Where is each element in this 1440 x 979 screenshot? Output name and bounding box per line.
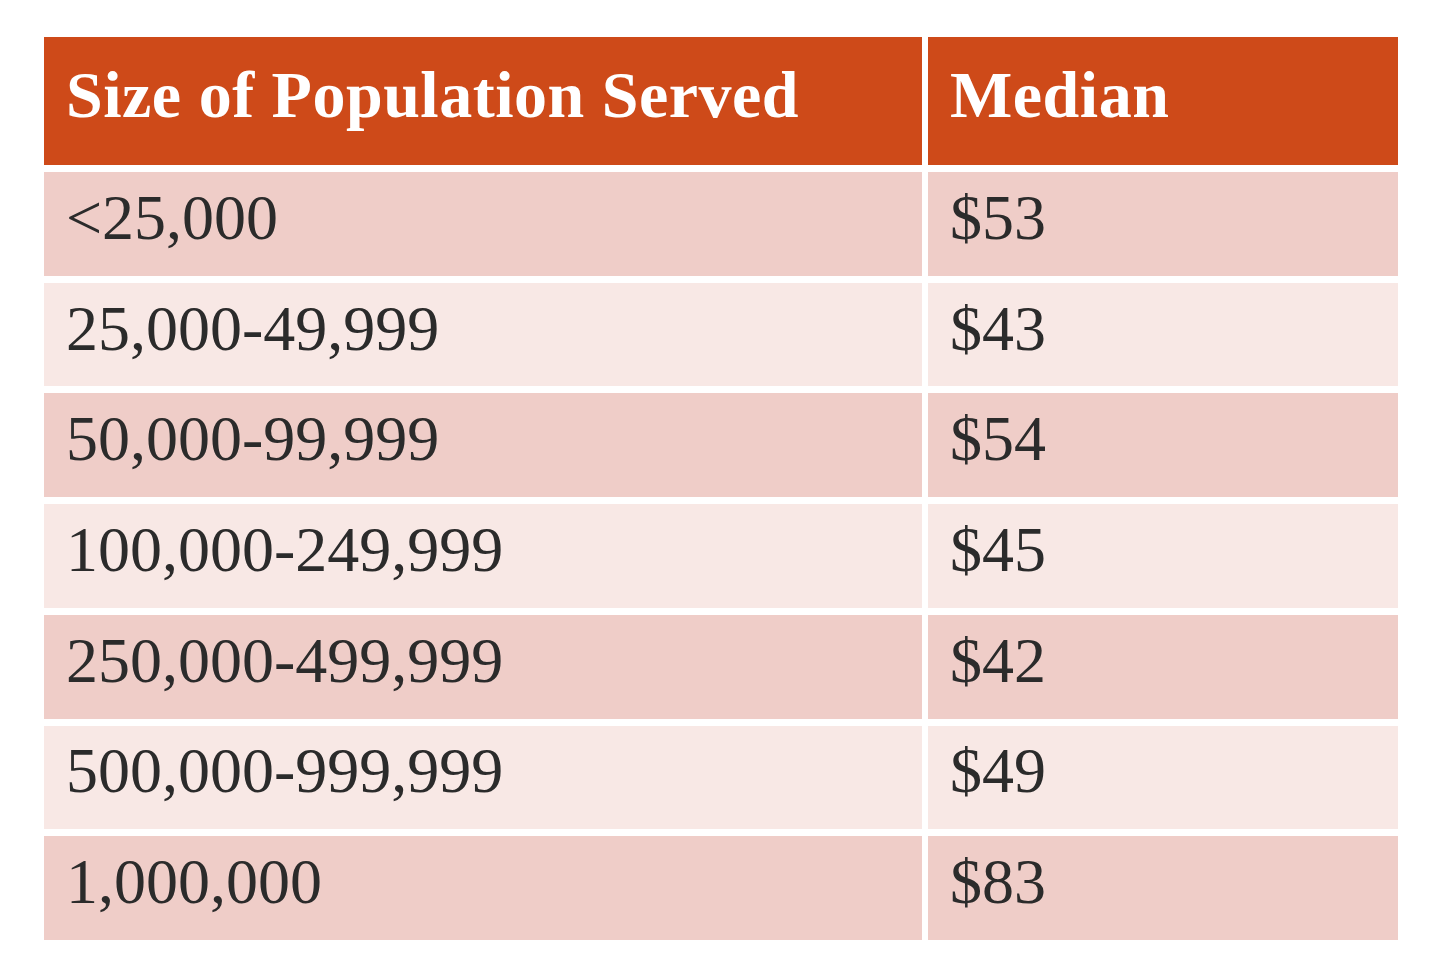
median-cell: $42 <box>928 615 1398 719</box>
median-cell: $54 <box>928 393 1398 497</box>
population-cell: 50,000-99,999 <box>44 393 922 497</box>
column-header-median: Median <box>928 37 1398 165</box>
population-cell: 500,000-999,999 <box>44 726 922 830</box>
median-cell: $53 <box>928 172 1398 276</box>
median-cell: $43 <box>928 283 1398 387</box>
population-cell: 25,000-49,999 <box>44 283 922 387</box>
median-cell: $45 <box>928 504 1398 608</box>
population-median-table: Size of Population Served Median <25,000… <box>44 37 1398 940</box>
population-cell: 100,000-249,999 <box>44 504 922 608</box>
population-cell: <25,000 <box>44 172 922 276</box>
population-cell: 1,000,000 <box>44 836 922 940</box>
population-cell: 250,000-499,999 <box>44 615 922 719</box>
slide-canvas: Size of Population Served Median <25,000… <box>0 0 1440 979</box>
column-header-population-served: Size of Population Served <box>44 37 922 165</box>
median-cell: $49 <box>928 726 1398 830</box>
median-cell: $83 <box>928 836 1398 940</box>
